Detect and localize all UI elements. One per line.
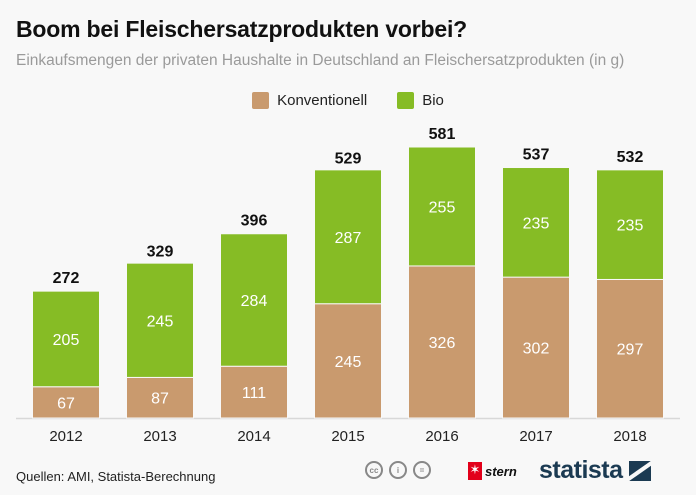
bar-konventionell-2012 [32, 386, 100, 419]
stern-logo[interactable]: ✶ stern [468, 462, 517, 480]
bar-konventionell-2015 [314, 303, 382, 419]
x-tick-label-2015: 2015 [331, 428, 364, 445]
data-label-konventionell-2013: 87 [151, 391, 169, 408]
stern-star-icon: ✶ [468, 462, 482, 480]
data-label-konventionell-2012: 67 [57, 395, 75, 412]
x-tick-label-2013: 2013 [143, 428, 176, 445]
total-label-2018: 532 [617, 149, 644, 166]
data-label-bio-2017: 235 [523, 215, 550, 232]
legend-label-bio: Bio [422, 92, 444, 109]
data-label-konventionell-2015: 245 [335, 354, 362, 371]
x-tick-label-2012: 2012 [49, 428, 82, 445]
data-label-bio-2016: 255 [429, 199, 456, 216]
cc-icon[interactable]: cc [365, 461, 383, 479]
data-label-bio-2018: 235 [617, 218, 644, 235]
data-label-konventionell-2016: 326 [429, 335, 456, 352]
statista-logo[interactable]: statista [539, 456, 651, 485]
legend-item-bio: Bio [397, 92, 444, 109]
x-tick-label-2016: 2016 [425, 428, 458, 445]
data-label-bio-2014: 284 [241, 293, 268, 310]
attribution-icon[interactable]: i [389, 461, 407, 479]
total-label-2014: 396 [241, 212, 268, 229]
data-label-bio-2012: 205 [53, 332, 80, 349]
total-label-2013: 329 [147, 244, 174, 261]
legend-label-konventionell: Konventionell [277, 92, 368, 109]
bar-konventionell-2016 [408, 265, 476, 419]
bar-bio-2013 [126, 262, 194, 378]
legend: Konventionell Bio [0, 92, 696, 109]
total-label-2012: 272 [53, 270, 80, 287]
data-label-konventionell-2014: 111 [242, 385, 266, 402]
bar-bio-2017 [502, 167, 570, 278]
chart-title: Boom bei Fleischersatzprodukten vorbei? [16, 16, 468, 42]
bar-bio-2015 [314, 169, 382, 305]
bar-bio-2014 [220, 233, 288, 367]
statista-wordmark: statista [539, 456, 623, 484]
total-label-2016: 581 [429, 126, 456, 143]
data-label-konventionell-2017: 302 [523, 341, 550, 358]
source-note: Quellen: AMI, Statista-Berechnung [16, 469, 216, 484]
data-label-bio-2013: 245 [147, 313, 174, 330]
bar-konventionell-2017 [502, 276, 570, 419]
bar-bio-2016 [408, 146, 476, 267]
license-icons: cc i = [365, 461, 431, 479]
statista-logo-icon [628, 460, 651, 481]
legend-swatch-bio [397, 92, 415, 109]
data-label-bio-2015: 287 [335, 230, 362, 247]
x-tick-label-2014: 2014 [237, 428, 270, 445]
bar-bio-2018 [596, 169, 664, 280]
x-tick-label-2017: 2017 [519, 428, 552, 445]
no-derivatives-icon[interactable]: = [413, 461, 431, 479]
bar-bio-2012 [32, 290, 100, 388]
chart-subtitle: Einkaufsmengen der privaten Haushalte in… [16, 52, 625, 69]
total-label-2017: 537 [523, 147, 550, 164]
legend-swatch-konventionell [252, 92, 270, 109]
data-label-konventionell-2018: 297 [617, 342, 644, 359]
stern-wordmark: stern [485, 463, 517, 479]
total-label-2015: 529 [335, 150, 362, 167]
legend-item-konventionell: Konventionell [252, 92, 367, 109]
x-tick-label-2018: 2018 [613, 428, 646, 445]
